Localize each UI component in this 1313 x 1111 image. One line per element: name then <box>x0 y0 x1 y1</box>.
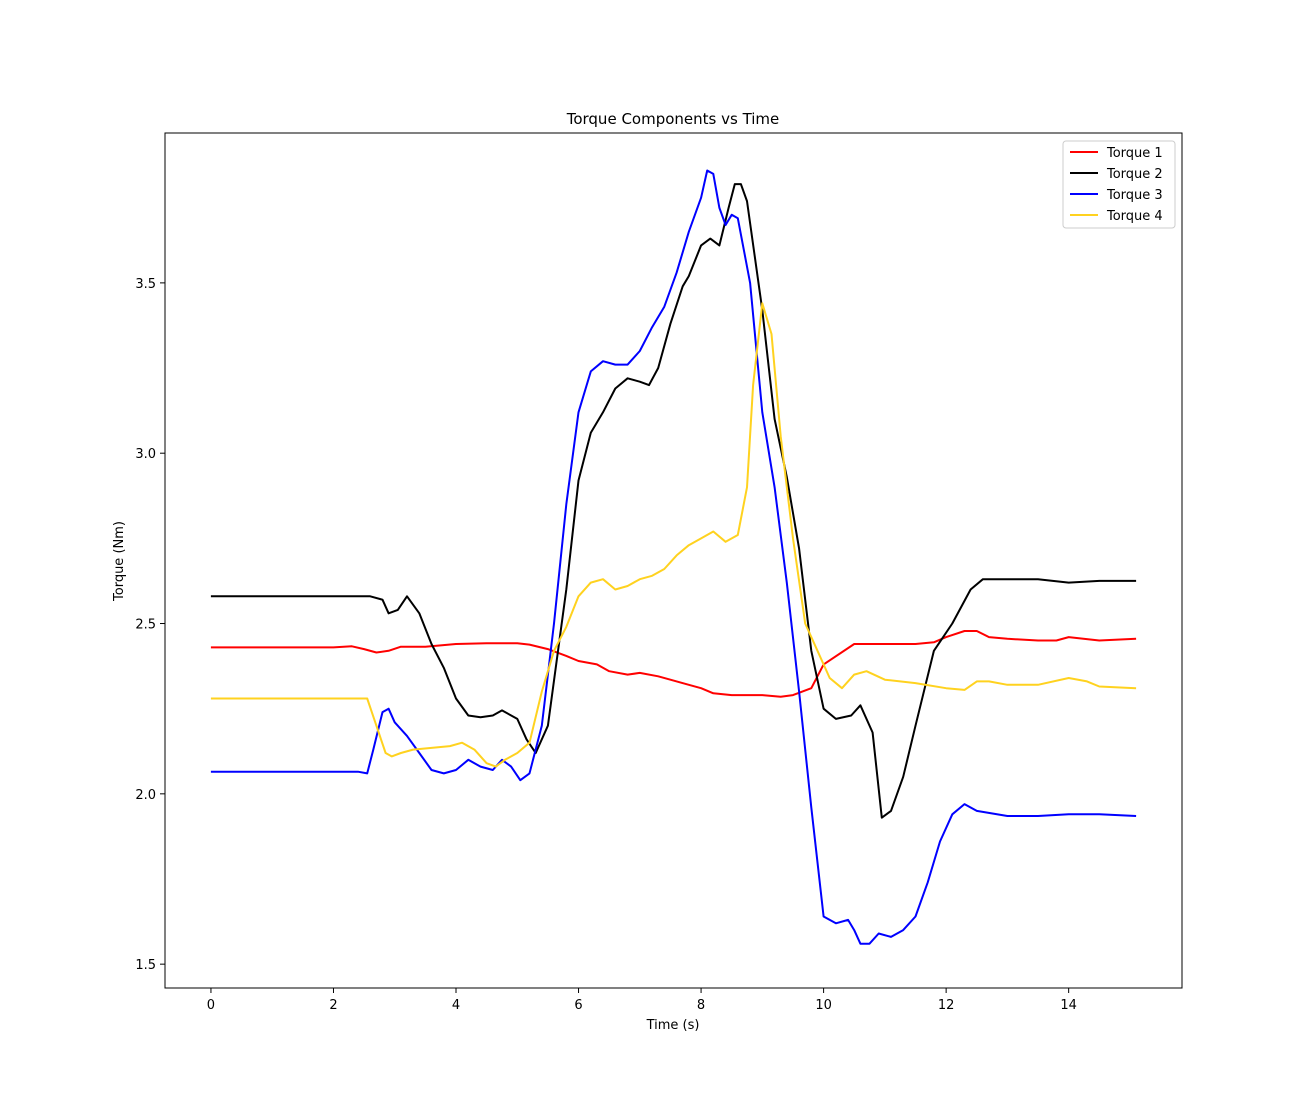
legend-label-torque-2: Torque 2 <box>1106 167 1163 182</box>
x-tick-label: 2 <box>329 998 337 1013</box>
series-line-torque-4 <box>210 302 1137 768</box>
legend-label-torque-1: Torque 1 <box>1106 146 1163 161</box>
legend-label-torque-3: Torque 3 <box>1106 188 1163 203</box>
chart-title: Torque Components vs Time <box>566 110 780 128</box>
y-tick-label: 3.5 <box>135 277 156 292</box>
x-tick-label: 4 <box>452 998 460 1013</box>
y-tick-label: 2.5 <box>135 618 156 633</box>
x-tick-label: 8 <box>697 998 705 1013</box>
y-tick-label: 1.5 <box>135 958 156 973</box>
x-tick-label: 10 <box>815 998 832 1013</box>
x-axis-title: Time (s) <box>646 1018 700 1033</box>
series-line-torque-1 <box>210 630 1137 698</box>
legend: Torque 1 Torque 2 Torque 3 Torque 4 <box>1062 140 1176 229</box>
y-axis-ticks: 1.5 2.0 2.5 3.0 3.5 <box>135 277 165 973</box>
series-layer <box>210 169 1137 945</box>
series-line-torque-2 <box>210 183 1137 819</box>
y-axis-title: Torque (Nm) <box>112 521 127 602</box>
plot-area <box>164 132 1183 989</box>
y-tick-label: 3.0 <box>135 447 156 462</box>
x-axis-ticks: 0 2 4 6 8 10 12 14 <box>207 988 1077 1013</box>
legend-box <box>1062 140 1176 229</box>
x-tick-label: 6 <box>574 998 582 1013</box>
x-tick-label: 14 <box>1060 998 1077 1013</box>
x-tick-label: 0 <box>207 998 215 1013</box>
series-line-torque-3 <box>210 169 1137 945</box>
x-tick-label: 12 <box>938 998 955 1013</box>
legend-label-torque-4: Torque 4 <box>1106 209 1163 224</box>
y-tick-label: 2.0 <box>135 788 156 803</box>
